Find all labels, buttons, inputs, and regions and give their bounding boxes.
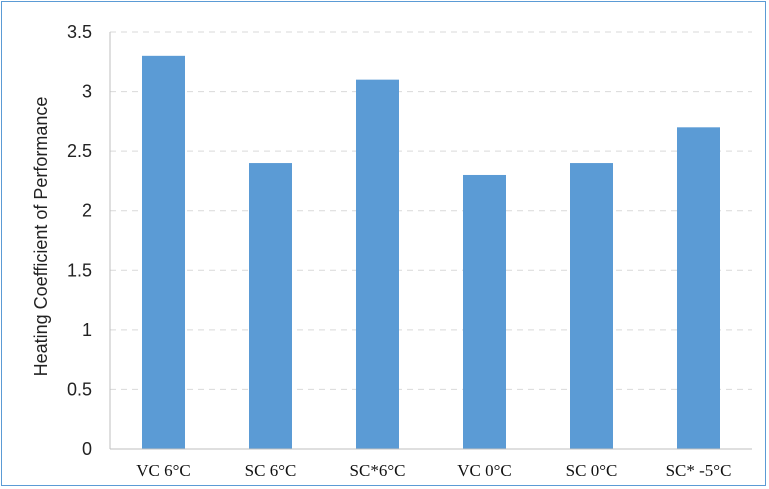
y-tick-label: 2.5 [67, 141, 92, 161]
y-tick-label: 2 [82, 201, 92, 221]
y-tick-labels: 0 0.5 1 1.5 2 2.5 3 3.5 [67, 22, 92, 459]
y-tick-label: 3.5 [67, 22, 92, 42]
x-tick-labels: VC 6°C SC 6°C SC*6°C VC 0°C SC 0°C SC* -5°C [136, 461, 731, 480]
x-tick-label: SC 6°C [245, 461, 297, 480]
y-tick-label: 1 [82, 320, 92, 340]
y-tick-label: 0.5 [67, 379, 92, 399]
x-tick-label: SC*6°C [350, 461, 406, 480]
bar [677, 127, 720, 450]
bar [356, 79, 399, 450]
x-tick-label: SC* -5°C [666, 461, 732, 480]
x-tick-label: SC 0°C [566, 461, 618, 480]
y-tick-label: 1.5 [67, 260, 92, 280]
y-tick-label: 3 [82, 82, 92, 102]
y-tick-label: 0 [82, 439, 92, 459]
x-tick-label: VC 0°C [457, 461, 512, 480]
bar [142, 55, 185, 449]
y-axis-label: Heating Coefficient of Performance [31, 97, 51, 377]
bars [142, 55, 720, 450]
bar [570, 163, 613, 450]
x-tick-label: VC 6°C [136, 461, 191, 480]
bar [463, 174, 506, 449]
gridlines [110, 31, 752, 390]
axes [109, 32, 752, 450]
bar [249, 163, 292, 450]
